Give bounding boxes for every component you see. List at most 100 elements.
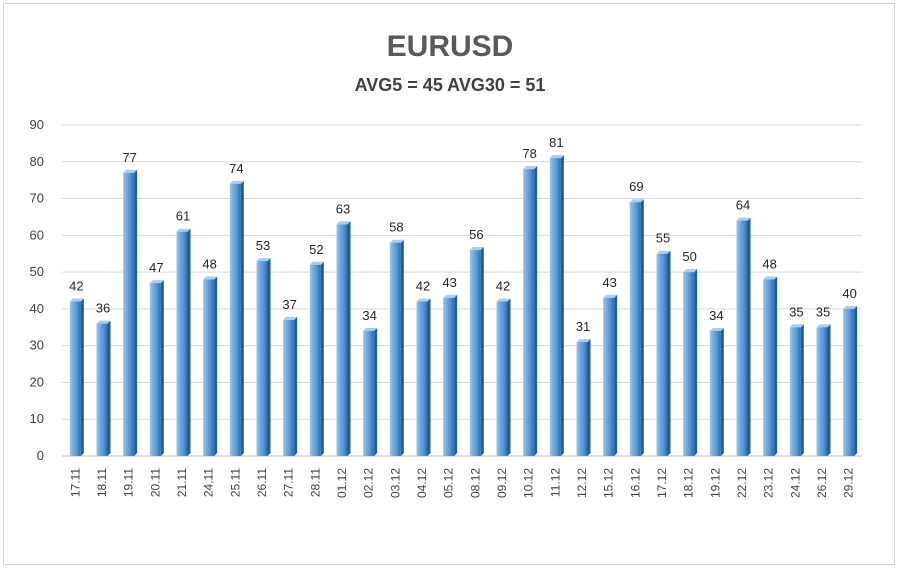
data-label: 35	[789, 304, 803, 319]
data-label: 77	[122, 150, 136, 165]
bar	[229, 180, 244, 456]
bar-front	[683, 272, 695, 456]
bar-side	[294, 316, 298, 456]
bar-side	[667, 250, 671, 456]
bar	[736, 217, 751, 456]
x-tick-label: 25.11	[228, 468, 242, 497]
bar-top	[736, 217, 751, 221]
y-tick-label: 30	[30, 338, 44, 353]
bar	[416, 298, 431, 456]
x-tick-label: 18.11	[95, 468, 109, 497]
x-tick-label: 02.12	[362, 468, 376, 498]
bar	[363, 327, 378, 456]
data-label: 40	[842, 286, 856, 301]
x-tick-label: 16.12	[628, 468, 642, 498]
x-tick-label: 19.12	[708, 468, 722, 498]
data-label: 48	[762, 256, 776, 271]
bar	[389, 239, 404, 456]
x-tick-label: 05.12	[442, 468, 456, 498]
bar-side	[240, 180, 244, 456]
bar	[816, 324, 831, 456]
bar-side	[747, 217, 751, 456]
bar-top	[336, 221, 351, 225]
bar-side	[187, 228, 191, 456]
bar-front	[309, 264, 321, 456]
data-label: 42	[496, 279, 510, 294]
x-tick-label: 01.12	[335, 468, 349, 498]
data-label: 63	[336, 201, 350, 216]
data-label: 78	[522, 146, 536, 161]
bar-top	[763, 276, 778, 280]
bar-top	[363, 327, 378, 331]
bar-front	[736, 220, 748, 456]
bar-top	[389, 239, 404, 243]
data-label: 64	[736, 198, 750, 213]
x-tick-label: 19.11	[122, 468, 136, 497]
bar-front	[176, 231, 188, 456]
bar-front	[496, 301, 508, 456]
bar	[789, 324, 804, 456]
bar-front	[203, 279, 215, 456]
bar-front	[416, 301, 428, 456]
bar-top	[523, 166, 538, 170]
y-tick-label: 10	[30, 411, 44, 426]
y-tick-label: 40	[30, 301, 44, 316]
data-label: 34	[362, 308, 376, 323]
bar-side	[614, 294, 618, 456]
bar-front	[789, 327, 801, 456]
x-tick-label: 20.11	[148, 468, 162, 497]
bar-front	[709, 330, 721, 456]
data-label: 69	[629, 179, 643, 194]
data-label: 56	[469, 227, 483, 242]
bar-top	[309, 261, 324, 265]
bar-top	[576, 338, 591, 342]
data-label: 48	[202, 256, 216, 271]
bar-front	[229, 183, 241, 456]
bar	[203, 276, 218, 456]
bar-side	[427, 298, 431, 456]
bar-side	[534, 166, 538, 456]
bar	[283, 316, 298, 456]
bar	[843, 305, 858, 456]
bar-top	[603, 294, 618, 298]
data-label: 47	[149, 260, 163, 275]
bar-series	[69, 155, 858, 457]
bar-top	[816, 324, 831, 328]
bar	[336, 221, 351, 456]
x-tick-label: 04.12	[415, 468, 429, 498]
data-label: 42	[69, 279, 83, 294]
bar-front	[336, 224, 348, 456]
x-tick-label: 15.12	[602, 468, 616, 498]
bar-front	[843, 308, 855, 456]
x-tick-label: 09.12	[495, 468, 509, 498]
bar-side	[480, 247, 484, 456]
bar-top	[789, 324, 804, 328]
chart-subtitle: AVG5 = 45 AVG30 = 51	[354, 75, 546, 95]
x-tick-label: 23.12	[762, 468, 776, 498]
bar-front	[283, 319, 295, 456]
bar-front	[763, 279, 775, 456]
bar	[496, 298, 511, 456]
bar-side	[694, 269, 698, 456]
bar-top	[149, 280, 164, 284]
bar	[709, 327, 724, 456]
x-tick-label: 24.11	[202, 468, 216, 497]
bar	[123, 169, 138, 457]
bar-front	[603, 297, 615, 456]
data-label: 35	[816, 304, 830, 319]
x-tick-label: 10.12	[522, 468, 536, 498]
bar-front	[389, 242, 401, 456]
data-label: 43	[602, 275, 616, 290]
x-tick-label: 08.12	[468, 468, 482, 498]
x-tick-label: 26.12	[815, 468, 829, 498]
bar-side	[587, 338, 591, 456]
x-tick-label: 21.11	[175, 468, 189, 497]
data-label: 31	[576, 319, 590, 334]
bar-front	[256, 261, 268, 456]
y-axis: 0 10 20 30 40 50 60 70 80 90	[30, 117, 44, 463]
x-tick-label: 24.12	[788, 468, 802, 498]
data-label: 53	[256, 238, 270, 253]
bar-front	[96, 323, 108, 456]
bar-top	[656, 250, 671, 254]
bar-front	[469, 250, 481, 456]
